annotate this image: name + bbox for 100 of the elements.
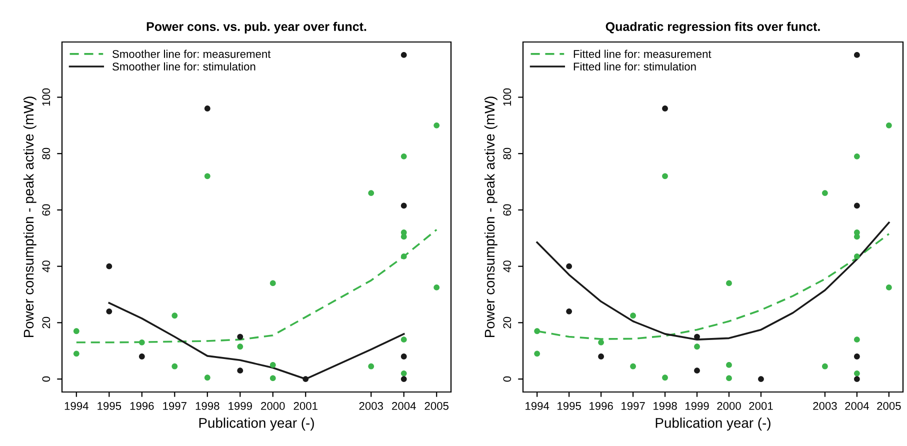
point bbox=[400, 370, 407, 376]
point bbox=[662, 173, 668, 180]
point bbox=[400, 376, 407, 382]
point bbox=[854, 376, 860, 382]
point bbox=[566, 263, 572, 270]
x-tick-label: 1999 bbox=[685, 402, 709, 410]
point bbox=[694, 344, 700, 350]
point bbox=[854, 354, 860, 360]
y-tick-label: 20 bbox=[503, 316, 512, 328]
point bbox=[854, 202, 860, 209]
point bbox=[854, 254, 860, 260]
y-tick-label: 20 bbox=[42, 316, 50, 328]
point bbox=[106, 263, 112, 270]
x-tick-label: 2005 bbox=[877, 402, 901, 410]
point bbox=[400, 336, 407, 343]
x-tick-label: 2000 bbox=[261, 402, 285, 410]
point bbox=[694, 368, 700, 374]
point bbox=[758, 376, 764, 382]
x-tick-label: 2004 bbox=[392, 402, 416, 410]
y-tick-label: 60 bbox=[503, 204, 512, 216]
legend-label: Fitted line for: stimulation bbox=[574, 62, 696, 71]
x-axis-title: Publication year (-) bbox=[656, 418, 770, 431]
legend-label: Smoother line for: measurement bbox=[112, 50, 271, 58]
point bbox=[566, 308, 572, 314]
x-tick-label: 1995 bbox=[558, 402, 581, 410]
point bbox=[73, 328, 80, 334]
x-tick-label: 1996 bbox=[590, 402, 613, 410]
point bbox=[172, 312, 178, 319]
x-tick-label: 2000 bbox=[717, 402, 741, 410]
point bbox=[726, 280, 732, 286]
point bbox=[434, 284, 440, 290]
point bbox=[854, 153, 860, 160]
x-tick-label: 2003 bbox=[359, 402, 383, 410]
point bbox=[204, 374, 210, 381]
point bbox=[630, 312, 636, 319]
point bbox=[886, 122, 892, 128]
point bbox=[270, 362, 276, 368]
point bbox=[138, 354, 145, 360]
point bbox=[237, 334, 244, 340]
x-axis-title: Publication year (-) bbox=[199, 418, 314, 431]
point bbox=[534, 350, 540, 357]
point bbox=[400, 254, 407, 260]
chart-title: Power cons. vs. pub. year over funct. bbox=[146, 22, 366, 34]
y-tick-label: 40 bbox=[42, 260, 50, 272]
point bbox=[598, 354, 604, 360]
x-tick-label: 1998 bbox=[196, 402, 220, 410]
point bbox=[138, 339, 145, 346]
point bbox=[270, 375, 276, 382]
legend-label: Smoother line for: stimulation bbox=[112, 62, 256, 71]
y-tick-label: 80 bbox=[42, 148, 50, 160]
x-tick-label: 2005 bbox=[424, 402, 448, 410]
x-tick-label: 1994 bbox=[526, 402, 550, 410]
point bbox=[854, 52, 860, 58]
x-tick-label: 1996 bbox=[130, 402, 154, 410]
point bbox=[172, 363, 178, 370]
point bbox=[73, 350, 80, 357]
point bbox=[854, 336, 860, 343]
x-tick-label: 1997 bbox=[622, 402, 645, 410]
x-tick-label: 1994 bbox=[64, 402, 88, 410]
point bbox=[726, 375, 732, 382]
point bbox=[854, 370, 860, 376]
point bbox=[598, 339, 604, 346]
point bbox=[400, 153, 407, 160]
point bbox=[400, 52, 407, 58]
y-tick-label: 100 bbox=[42, 88, 50, 106]
point bbox=[822, 363, 828, 370]
point bbox=[368, 363, 374, 370]
point bbox=[822, 190, 828, 196]
point bbox=[237, 344, 244, 350]
point bbox=[662, 106, 668, 112]
y-axis-title: Power consumption - peak active (mW) bbox=[484, 96, 498, 338]
point bbox=[886, 284, 892, 290]
x-tick-label: 1998 bbox=[654, 402, 677, 410]
point bbox=[400, 354, 407, 360]
point bbox=[368, 190, 374, 196]
x-tick-label: 1997 bbox=[163, 402, 186, 410]
x-tick-label: 2001 bbox=[294, 402, 318, 410]
x-tick-label: 1999 bbox=[228, 402, 252, 410]
legend-label: Fitted line for: measurement bbox=[574, 50, 712, 58]
y-tick-label: 80 bbox=[503, 148, 512, 160]
point bbox=[204, 106, 210, 112]
y-tick-label: 60 bbox=[42, 204, 50, 216]
y-tick-label: 0 bbox=[503, 376, 512, 382]
point bbox=[630, 363, 636, 370]
x-tick-label: 2001 bbox=[749, 402, 773, 410]
x-tick-label: 1995 bbox=[98, 402, 122, 410]
point bbox=[434, 122, 440, 128]
chart-title: Quadratic regression fits over funct. bbox=[606, 22, 820, 34]
point bbox=[302, 376, 309, 382]
point bbox=[106, 308, 112, 314]
x-tick-label: 2004 bbox=[845, 402, 869, 410]
point bbox=[237, 368, 244, 374]
x-tick-label: 2003 bbox=[813, 402, 837, 410]
point bbox=[204, 173, 210, 180]
y-tick-label: 100 bbox=[503, 88, 512, 106]
y-tick-label: 40 bbox=[503, 260, 512, 272]
point bbox=[534, 328, 540, 334]
point bbox=[726, 362, 732, 368]
point bbox=[400, 202, 407, 209]
point bbox=[270, 280, 276, 286]
